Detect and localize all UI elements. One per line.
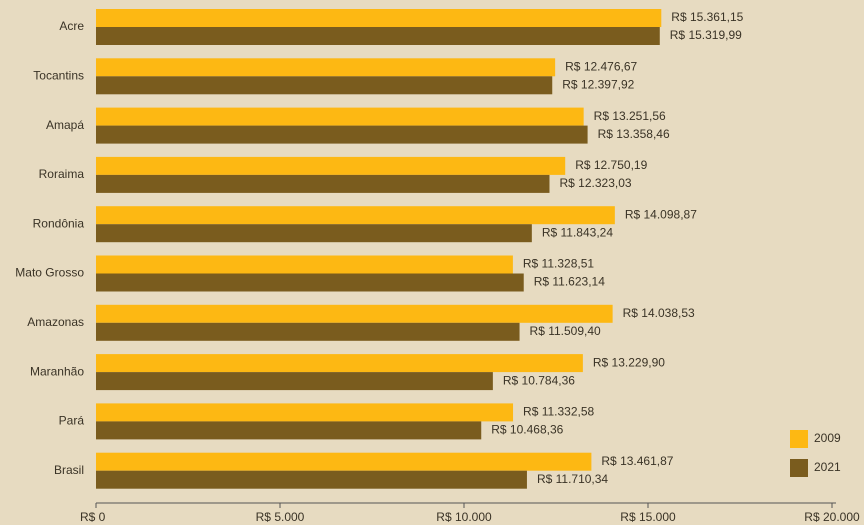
value-label: R$ 12.476,67 [565,59,637,73]
value-label: R$ 11.623,14 [534,275,605,289]
bar [96,156,566,175]
value-label: R$ 13.461,87 [601,454,673,468]
category-label: Maranhão [30,364,84,378]
bar [96,452,592,471]
value-label: R$ 11.710,34 [537,472,608,486]
x-tick-label: R$ 15.000 [620,510,676,524]
value-label: R$ 10.784,36 [503,373,575,387]
bar [96,273,524,292]
category-label: Amazonas [27,315,84,329]
category-label: Roraima [39,167,85,181]
legend-label: 2021 [814,460,841,474]
value-label: R$ 15.319,99 [670,28,742,42]
legend-swatch [790,430,808,448]
bar [96,76,553,95]
value-label: R$ 14.038,53 [623,306,695,320]
bar [96,9,662,27]
legend-swatch [790,459,808,477]
value-label: R$ 11.332,58 [523,405,594,419]
bar [96,107,584,126]
value-label: R$ 12.323,03 [559,176,631,190]
bar [96,125,588,144]
bar [96,27,660,45]
x-tick-label: R$ 0 [80,510,106,524]
category-label: Mato Grosso [15,266,84,280]
x-tick-label: R$ 10.000 [436,510,492,524]
value-label: R$ 10.468,36 [491,423,563,437]
bar [96,403,514,422]
bar [96,206,615,225]
category-label: Brasil [54,463,84,477]
bar [96,322,520,341]
category-label: Rondônia [33,216,85,230]
bar [96,174,550,193]
bar [96,372,493,391]
bar [96,58,556,77]
bar [96,224,532,243]
value-label: R$ 13.229,90 [593,355,665,369]
x-tick-label: R$ 20.000 [804,510,860,524]
bar [96,354,583,373]
value-label: R$ 11.328,51 [523,257,594,271]
category-label: Acre [59,19,84,33]
x-tick-label: R$ 5.000 [256,510,305,524]
value-label: R$ 14.098,87 [625,207,697,221]
value-label: R$ 12.750,19 [575,158,647,172]
value-label: R$ 15.361,15 [671,10,743,24]
category-label: Pará [59,414,85,428]
category-label: Amapá [46,118,84,132]
bar [96,470,527,489]
bar [96,304,613,323]
category-label: Tocantins [33,68,84,82]
value-label: R$ 12.397,92 [562,77,634,91]
value-label: R$ 13.251,56 [594,109,666,123]
value-label: R$ 11.843,24 [542,225,613,239]
bar [96,255,513,274]
value-label: R$ 13.358,46 [598,127,670,141]
bar [96,421,482,440]
value-label: R$ 11.509,40 [530,324,601,338]
legend-label: 2009 [814,431,841,445]
